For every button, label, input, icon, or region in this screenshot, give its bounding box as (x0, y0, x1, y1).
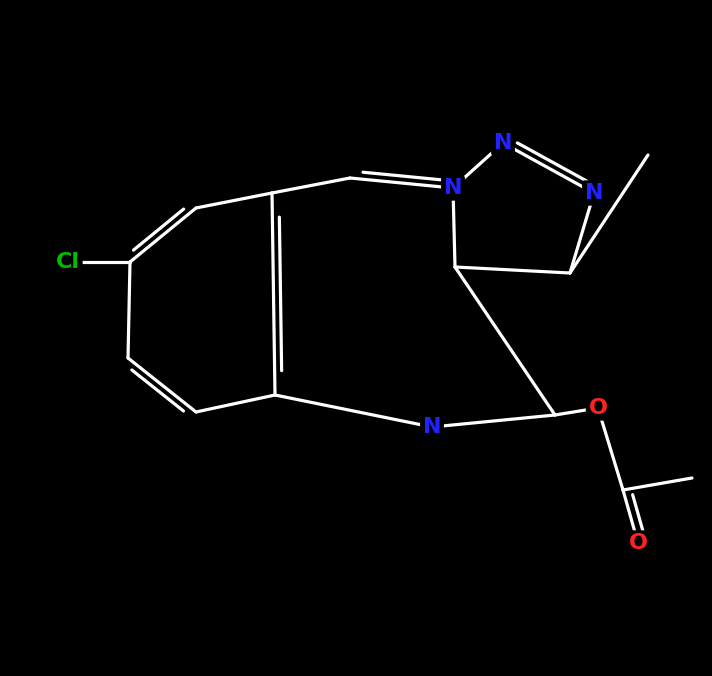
Text: N: N (444, 178, 462, 198)
Text: O: O (589, 398, 607, 418)
Text: N: N (423, 417, 441, 437)
Text: N: N (585, 183, 603, 203)
Text: O: O (629, 533, 647, 553)
Text: N: N (493, 133, 512, 153)
Text: Cl: Cl (56, 252, 80, 272)
